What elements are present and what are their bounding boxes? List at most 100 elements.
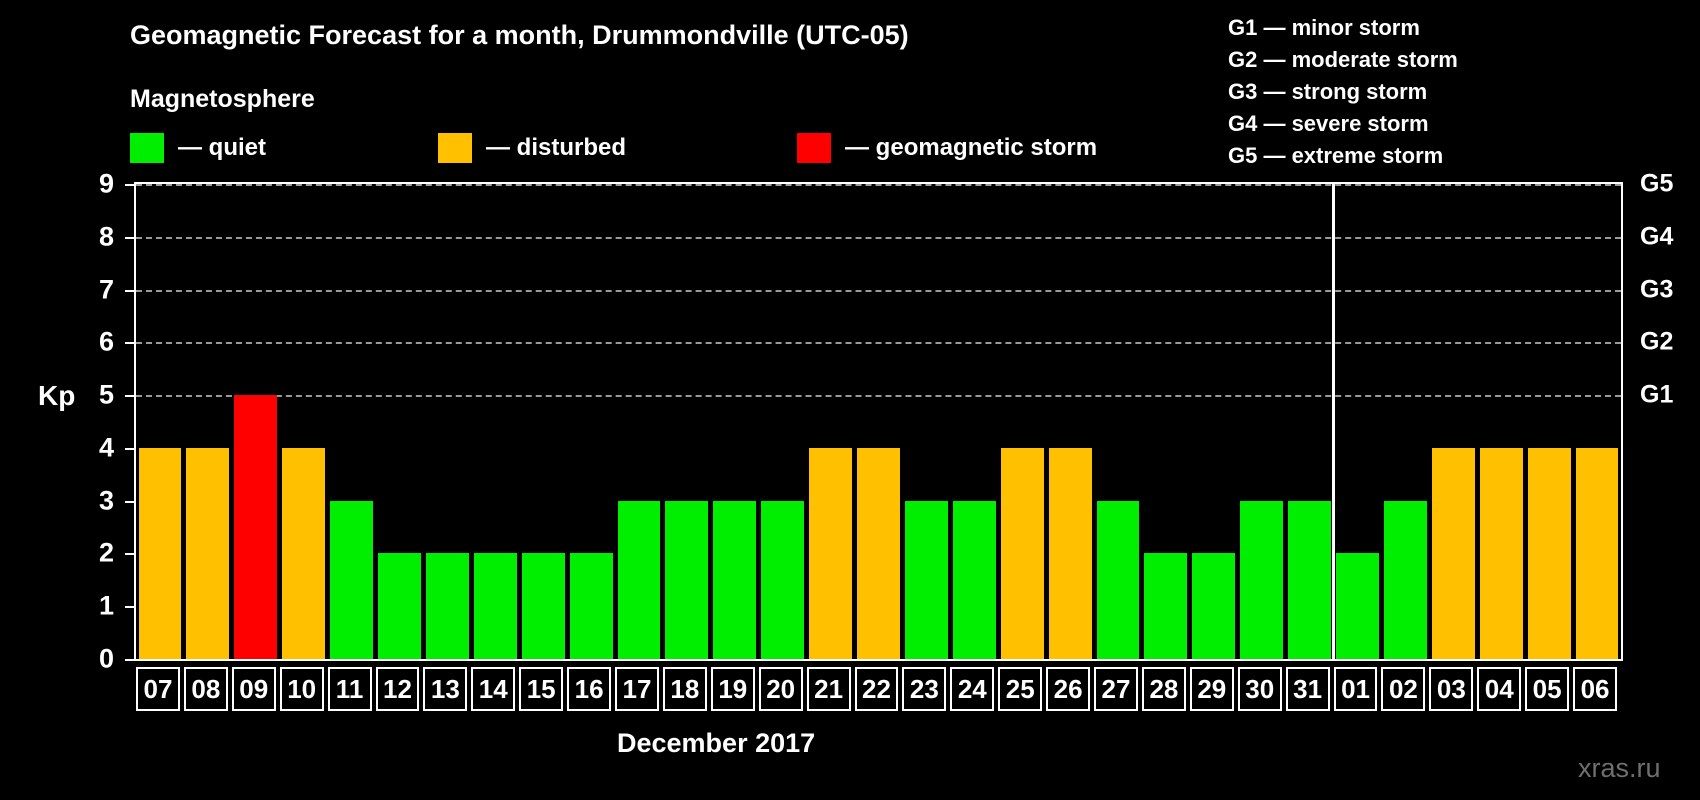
x-axis-day-19: 19 bbox=[710, 667, 755, 711]
bar-day-05 bbox=[1527, 447, 1571, 659]
y-tick-mark-8 bbox=[125, 236, 134, 239]
bar-day-27 bbox=[1096, 500, 1140, 659]
y-axis-labels: 0 1 2 3 4 5 6 7 8 9 bbox=[72, 170, 114, 672]
bar-day-02 bbox=[1383, 500, 1427, 659]
bar-day-10 bbox=[282, 447, 326, 659]
x-axis-day-31: 31 bbox=[1285, 667, 1330, 711]
x-axis-day-21: 21 bbox=[806, 667, 851, 711]
gridline-kp-5 bbox=[136, 395, 1621, 398]
bar-day-01 bbox=[1336, 553, 1379, 659]
gridline-kp-7 bbox=[136, 289, 1621, 292]
bar-day-22 bbox=[857, 447, 900, 659]
bar-day-11 bbox=[330, 500, 373, 659]
plot-area bbox=[134, 182, 1623, 661]
legend-swatch-geomagnetic-storm bbox=[797, 133, 832, 163]
watermark: xras.ru bbox=[1578, 753, 1661, 783]
y-tick-mark-7 bbox=[125, 289, 134, 292]
g-axis-label-g3: G3 bbox=[1640, 275, 1674, 304]
y-tick-mark-3 bbox=[125, 500, 134, 503]
x-axis-day-02: 02 bbox=[1381, 667, 1426, 711]
x-axis-day-25: 25 bbox=[998, 667, 1043, 711]
x-axis-day-05: 05 bbox=[1525, 667, 1570, 711]
gridline-kp-9 bbox=[136, 184, 1621, 186]
legend-label-disturbed: — disturbed bbox=[486, 134, 627, 161]
bars-layer bbox=[136, 184, 1621, 659]
gscale-line-g2: G2 — moderate storm bbox=[1228, 47, 1458, 72]
x-axis-title: December 2017 bbox=[617, 728, 816, 758]
x-axis-day-01: 01 bbox=[1333, 667, 1378, 711]
x-axis-day-29: 29 bbox=[1189, 667, 1234, 711]
x-axis-day-09: 09 bbox=[231, 667, 276, 711]
gscale-description-list: G1 — minor storm G2 — moderate storm G3 — … bbox=[1228, 12, 1458, 172]
x-axis-day-20: 20 bbox=[758, 667, 803, 711]
x-axis-day-10: 10 bbox=[279, 667, 324, 711]
y-tick-mark-0 bbox=[125, 659, 134, 661]
x-axis-day-15: 15 bbox=[519, 667, 564, 711]
g-axis-label-g5: G5 bbox=[1640, 169, 1674, 198]
x-axis-day-labels: 07 08 09 10 11 12 13 14 15 16 17 18 19 20 21 22 23 24 25 26… bbox=[134, 667, 1623, 711]
y-tick-label-1: 1 bbox=[98, 590, 114, 621]
bar-day-06 bbox=[1575, 447, 1619, 659]
x-axis-day-28: 28 bbox=[1141, 667, 1186, 711]
x-axis-day-12: 12 bbox=[375, 667, 420, 711]
x-axis-day-03: 03 bbox=[1429, 667, 1474, 711]
x-axis-day-14: 14 bbox=[471, 667, 516, 711]
legend: — quiet — disturbed — geomagnetic storm bbox=[130, 132, 1097, 164]
bar-day-28 bbox=[1144, 553, 1188, 659]
bar-day-16 bbox=[569, 553, 613, 659]
x-axis-day-18: 18 bbox=[662, 667, 707, 711]
x-axis-day-23: 23 bbox=[902, 667, 947, 711]
bar-day-30 bbox=[1240, 500, 1284, 659]
x-axis-day-30: 30 bbox=[1237, 667, 1282, 711]
y-tick-label-8: 8 bbox=[98, 221, 114, 252]
x-axis-day-16: 16 bbox=[567, 667, 612, 711]
legend-swatch-quiet bbox=[130, 133, 164, 163]
y-tick-mark-6 bbox=[125, 342, 134, 345]
bar-day-31 bbox=[1288, 500, 1332, 659]
gscale-line-g3: G3 — strong storm bbox=[1228, 79, 1428, 104]
legend-heading: Magnetosphere bbox=[130, 85, 315, 113]
x-axis-day-27: 27 bbox=[1094, 667, 1138, 711]
y-tick-label-0: 0 bbox=[98, 643, 114, 674]
legend-label-geomagnetic-storm: — geomagnetic storm bbox=[845, 134, 1098, 161]
bar-day-25 bbox=[1000, 447, 1044, 659]
g-scale-axis-labels: G1 G2 G3 G4 G5 bbox=[1640, 171, 1696, 661]
bar-day-03 bbox=[1431, 447, 1475, 659]
bar-day-18 bbox=[665, 500, 709, 659]
bar-day-07 bbox=[138, 447, 182, 659]
y-tick-label-7: 7 bbox=[98, 274, 114, 305]
gscale-line-g1: G1 — minor storm bbox=[1228, 15, 1420, 40]
legend-item-disturbed: — disturbed bbox=[438, 132, 626, 164]
bar-day-29 bbox=[1192, 553, 1236, 659]
bar-day-24 bbox=[952, 500, 996, 659]
y-tick-label-2: 2 bbox=[98, 537, 114, 568]
bar-day-17 bbox=[617, 500, 661, 659]
bar-day-21 bbox=[809, 447, 853, 659]
y-tick-mark-9 bbox=[125, 184, 134, 186]
y-tick-label-3: 3 bbox=[98, 485, 114, 516]
y-tick-label-6: 6 bbox=[98, 326, 114, 357]
x-axis-day-06: 06 bbox=[1573, 667, 1617, 711]
x-axis-day-13: 13 bbox=[423, 667, 468, 711]
gridline-kp-8 bbox=[136, 236, 1621, 239]
bar-day-19 bbox=[713, 500, 757, 659]
x-axis-day-24: 24 bbox=[950, 667, 995, 711]
y-tick-mark-4 bbox=[125, 447, 134, 450]
bar-day-08 bbox=[186, 447, 230, 659]
bar-day-13 bbox=[425, 553, 469, 659]
gridline-kp-6 bbox=[136, 342, 1621, 345]
bar-day-09 bbox=[234, 395, 278, 659]
x-axis-day-08: 08 bbox=[183, 667, 228, 711]
legend-item-geomagnetic-storm: — geomagnetic storm bbox=[797, 132, 1097, 164]
month-divider-line bbox=[1332, 184, 1336, 659]
gscale-line-g4: G4 — severe storm bbox=[1228, 111, 1429, 136]
x-axis-day-17: 17 bbox=[615, 667, 659, 711]
x-axis-day-11: 11 bbox=[327, 667, 372, 711]
bar-day-23 bbox=[904, 500, 948, 659]
bar-day-04 bbox=[1479, 447, 1523, 659]
y-tick-mark-1 bbox=[125, 606, 134, 609]
page-title: Geomagnetic Forecast for a month, Drummo… bbox=[130, 20, 909, 50]
x-axis-day-04: 04 bbox=[1477, 667, 1522, 711]
bar-day-26 bbox=[1048, 447, 1092, 659]
